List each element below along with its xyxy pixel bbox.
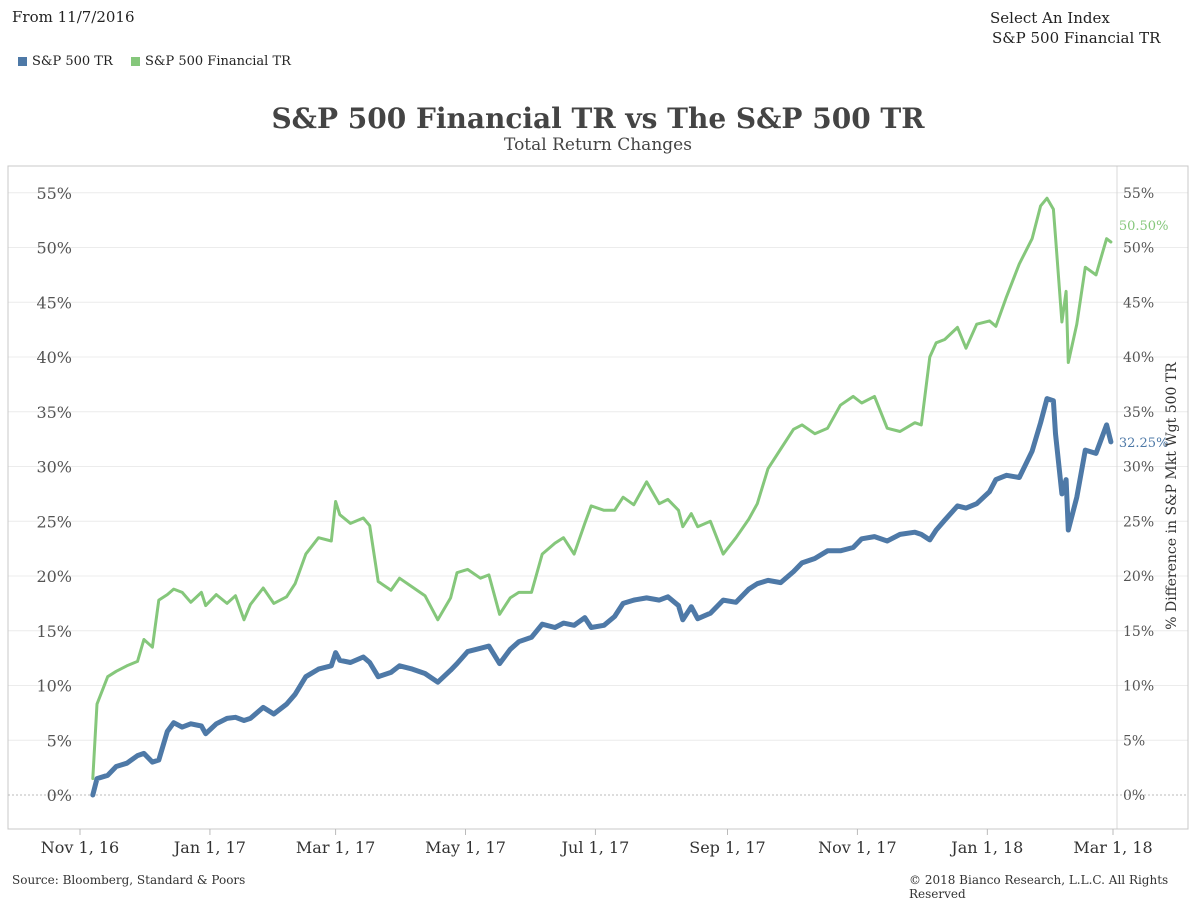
y-tick-label-right: 45%	[1123, 295, 1154, 311]
y-tick-label-left: 25%	[36, 512, 72, 531]
y-tick-label-right: 55%	[1123, 186, 1154, 202]
y-tick-label-right: 15%	[1123, 624, 1154, 640]
y-tick-label-left: 55%	[36, 184, 72, 203]
y-tick-label-left: 50%	[36, 239, 72, 258]
y-tick-label-right: 10%	[1123, 679, 1154, 695]
y-tick-label-left: 45%	[36, 293, 72, 312]
legend-item-sp500[interactable]: S&P 500 TR	[18, 54, 113, 69]
end-label-sp500: 32.25%	[1119, 436, 1169, 451]
y-axis-right: 0% 5% 10% 15% 20% 25% 30% 35% 40% 45% 50% 55%	[1123, 186, 1154, 804]
index-selector-label: Select An Index	[990, 9, 1110, 27]
x-tick-label: Mar 1, 17	[296, 838, 375, 857]
y-tick-label-right: 5%	[1123, 733, 1145, 749]
index-selector-value[interactable]: S&P 500 Financial TR	[992, 29, 1161, 47]
series-layer: 50.50% 32.25%	[90, 196, 1169, 798]
series-line-sp500	[90, 396, 1114, 798]
x-tick-label: Nov 1, 16	[41, 838, 119, 857]
copyright-note: © 2018 Bianco Research, L.L.C. All Right…	[909, 873, 1169, 901]
y-tick-label-right: 35%	[1123, 405, 1154, 421]
y-tick-label-right: 25%	[1123, 514, 1154, 530]
series-line-financial	[91, 196, 1113, 781]
x-axis: Nov 1, 16 Jan 1, 17 Mar 1, 17 May 1, 17 Jul …	[41, 829, 1153, 857]
y-tick-label-left: 35%	[36, 403, 72, 422]
x-tick-label: Jul 1, 17	[560, 838, 630, 857]
legend-swatch-sp500	[18, 57, 27, 66]
source-note: Source: Bloomberg, Standard & Poors	[12, 873, 246, 887]
x-tick-label: Sep 1, 17	[689, 838, 765, 857]
y-tick-label-left: 20%	[36, 567, 72, 586]
legend-item-financial[interactable]: S&P 500 Financial TR	[131, 54, 291, 69]
y-tick-label-right: 40%	[1123, 350, 1154, 366]
y-tick-label-right: 0%	[1123, 788, 1145, 804]
y-axis-left: 0% 5% 10% 15% 20% 25% 30% 35% 40% 45% 50% 55%	[36, 184, 72, 805]
legend-swatch-financial	[131, 57, 140, 66]
y-tick-label-left: 30%	[36, 458, 72, 477]
x-tick-label: Jan 1, 17	[172, 838, 246, 857]
legend-label-sp500: S&P 500 TR	[32, 54, 113, 69]
grid-layer	[8, 166, 1188, 829]
chart-subtitle: Total Return Changes	[504, 135, 692, 155]
x-tick-label: May 1, 17	[425, 838, 506, 857]
y-tick-label-left: 0%	[47, 786, 72, 805]
y-tick-label-right: 30%	[1123, 460, 1154, 476]
x-tick-label: Nov 1, 17	[818, 838, 896, 857]
x-tick-label: Jan 1, 18	[949, 838, 1023, 857]
plot-frame	[7, 165, 1189, 830]
chart-title: S&P 500 Financial TR vs The S&P 500 TR	[271, 102, 925, 135]
x-tick-label: Mar 1, 18	[1073, 838, 1152, 857]
from-date-label: From 11/7/2016	[12, 8, 135, 26]
y-tick-label-right: 20%	[1123, 569, 1154, 585]
y-tick-label-left: 40%	[36, 348, 72, 367]
y-tick-label-left: 15%	[36, 622, 72, 641]
y2-axis-label: % Difference in S&P Mkt Wgt 500 TR	[1164, 362, 1180, 630]
y-tick-label-left: 10%	[36, 677, 72, 696]
end-label-financial: 50.50%	[1119, 219, 1169, 234]
legend-label-financial: S&P 500 Financial TR	[145, 54, 291, 69]
y-tick-label-right: 50%	[1123, 241, 1154, 257]
y-tick-label-left: 5%	[47, 731, 72, 750]
